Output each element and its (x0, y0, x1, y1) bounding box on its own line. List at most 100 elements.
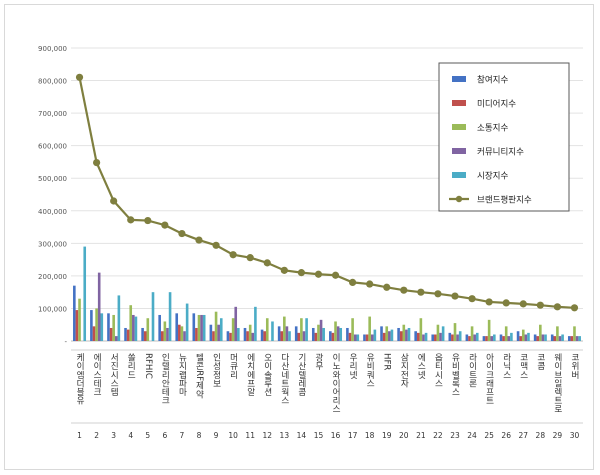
y-tick-label: 700,000 (38, 110, 67, 118)
x-category-label: 에스넷 (416, 353, 426, 380)
x-rank-label: 26 (501, 431, 511, 440)
bar (348, 332, 352, 341)
x-rank-label: 24 (467, 431, 477, 440)
bar (544, 334, 547, 341)
line-point (246, 254, 254, 262)
bar (556, 326, 559, 341)
bar (297, 332, 301, 341)
bar (436, 324, 440, 341)
x-rank-label: 1 (77, 431, 82, 440)
bar (539, 324, 542, 341)
bar (183, 331, 186, 341)
bar (431, 334, 435, 341)
legend-label: 시장지수 (477, 171, 508, 182)
bar (422, 334, 425, 341)
bar (473, 334, 476, 341)
bar (493, 334, 496, 341)
bar (502, 336, 505, 341)
line-point (502, 299, 510, 307)
bar (578, 336, 581, 341)
bar (346, 327, 349, 341)
line-point (297, 269, 305, 277)
bar (524, 334, 528, 341)
bar (160, 331, 164, 341)
bar (97, 272, 101, 341)
bar (92, 326, 96, 341)
bar (243, 327, 247, 341)
bar (302, 331, 306, 341)
bar (311, 327, 315, 341)
bar (141, 327, 144, 341)
bar (521, 329, 525, 341)
y-tick-label: 300,000 (38, 240, 67, 248)
bar (329, 331, 332, 341)
legend-swatch (452, 100, 466, 106)
x-rank-label: 17 (348, 431, 358, 440)
x-axis: 케이엠더블유 1 에이스테크 2 서진시스템 3 쏠리드 4 RFHIC 5 인텔리안테크 6 뉴지랩파… (71, 349, 583, 440)
bar (175, 313, 179, 341)
bar (448, 332, 452, 341)
x-category-label: 텔콘RF제약 (194, 352, 204, 400)
line-point (93, 159, 101, 167)
bar (75, 310, 79, 341)
bar (277, 326, 281, 341)
legend-swatch (452, 148, 466, 154)
bar (117, 295, 121, 341)
x-category-label: 아이크래프트 (484, 353, 494, 405)
bar (283, 316, 286, 341)
bar (214, 311, 218, 341)
x-rank-label: 7 (180, 431, 185, 440)
bar (107, 313, 110, 341)
bar (373, 329, 377, 341)
bar (95, 308, 98, 341)
line-layer (75, 73, 579, 312)
line-point (536, 301, 544, 309)
line-point (212, 241, 220, 249)
bar (217, 324, 220, 341)
x-category-label: 라닉스 (501, 353, 511, 379)
bar (305, 318, 308, 341)
x-category-label: 유비벨록스 (450, 353, 460, 396)
bar (288, 331, 291, 341)
bar (382, 332, 386, 341)
bar (265, 318, 269, 341)
bar (465, 334, 469, 341)
x-rank-label: 16 (331, 431, 341, 440)
bar (353, 334, 357, 341)
bar (370, 334, 374, 341)
y-axis: - 100,000 200,000 300,000 400,000 500,000 600,… (38, 45, 67, 346)
x-rank-label: 20 (399, 431, 409, 440)
bar (558, 336, 562, 341)
line-point (553, 303, 562, 311)
bar (482, 336, 486, 341)
bar (485, 336, 488, 341)
bar (397, 327, 400, 341)
bar (441, 326, 445, 341)
bar (317, 324, 320, 341)
bar (533, 334, 537, 341)
bar (251, 332, 255, 341)
line-point (178, 229, 186, 238)
bar (405, 329, 408, 341)
x-category-label: 다산네트웍스 (279, 353, 289, 405)
bar (178, 324, 181, 341)
bar (195, 327, 198, 341)
bar (388, 331, 391, 341)
legend-line-marker (455, 195, 463, 203)
bar (126, 329, 130, 341)
bar (451, 334, 454, 341)
x-rank-label: 25 (484, 431, 494, 440)
bar (575, 336, 579, 341)
x-rank-label: 22 (433, 431, 443, 440)
x-rank-label: 11 (245, 431, 255, 440)
bar (363, 334, 366, 341)
x-rank-label: 9 (214, 431, 219, 440)
x-rank-label: 5 (145, 431, 150, 440)
line-point (161, 221, 169, 229)
bar (219, 318, 223, 341)
bar (248, 324, 252, 341)
bar (143, 331, 147, 341)
x-rank-label: 13 (280, 431, 290, 440)
bar (368, 316, 371, 341)
y-tick-label: - (64, 338, 67, 346)
